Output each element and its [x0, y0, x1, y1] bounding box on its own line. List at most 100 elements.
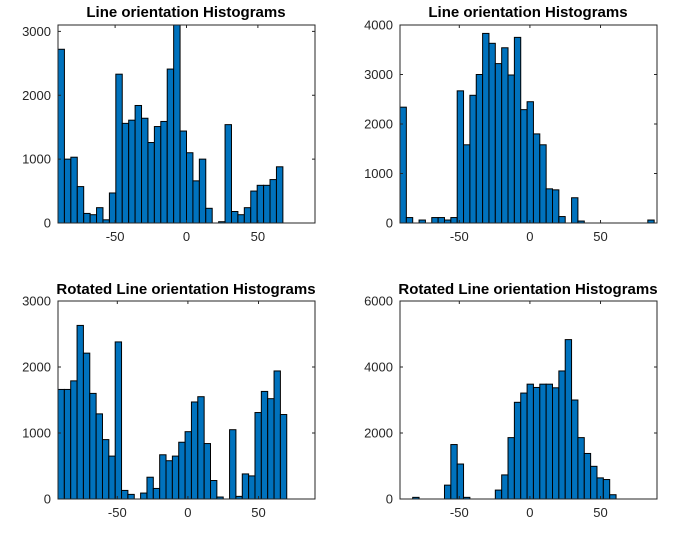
histogram-bar: [526, 383, 534, 500]
x-tick-label: 0: [184, 505, 191, 520]
histogram-bar: [609, 494, 617, 500]
plot-area-box: [57, 300, 316, 500]
histogram-bar: [197, 396, 205, 500]
histogram-bar: [190, 401, 199, 500]
histogram-bar: [115, 73, 123, 224]
y-tick-label: 1000: [22, 152, 51, 167]
histogram-bar: [192, 180, 200, 224]
plot-area-box: [399, 300, 658, 500]
histogram-bar: [583, 452, 592, 500]
histogram-bar: [431, 217, 439, 224]
histogram-bar: [596, 477, 604, 500]
histogram-bar: [89, 214, 98, 224]
histogram-bar: [263, 184, 271, 224]
histogram-bar: [469, 94, 477, 224]
y-tick-label: 2000: [22, 360, 51, 375]
histogram-panel-2: Line orientation Histograms-50 0 500100020…: [364, 4, 658, 244]
histogram-bar: [539, 383, 547, 500]
x-tick-label: 0: [183, 229, 190, 244]
histogram-bar: [95, 413, 103, 500]
histogram-bar: [82, 352, 91, 500]
histogram-bar: [267, 398, 275, 500]
y-tick-label: 3000: [22, 294, 51, 309]
y-tick-label: 4000: [364, 18, 393, 33]
histogram-bar: [260, 390, 269, 500]
histogram-bar: [76, 324, 84, 500]
histogram-bar: [450, 444, 458, 500]
histogram-panel-3: Rotated Line orientation Histograms -50 0 5…: [22, 281, 316, 520]
chart-title: Rotated Line orientation Histograms: [56, 281, 315, 298]
histogram-bar: [275, 166, 284, 224]
histogram-bar: [552, 189, 560, 224]
x-tick-label: 50: [251, 505, 265, 520]
histogram-bar: [545, 188, 554, 224]
histogram-bar: [63, 388, 72, 500]
histogram-bar: [577, 437, 585, 500]
histogram-bar: [507, 74, 515, 224]
y-tick-label: 2000: [364, 426, 393, 441]
histogram-bar: [532, 133, 541, 224]
histogram-bar: [501, 47, 509, 224]
histogram-bar: [590, 465, 598, 500]
x-tick-label: -50: [450, 505, 469, 520]
histogram-bar: [108, 192, 117, 224]
chart-title: Line orientation Histograms: [428, 4, 627, 21]
histogram-bar: [256, 184, 265, 224]
histogram-bar: [128, 119, 136, 224]
histogram-bar: [488, 42, 496, 224]
histogram-panel-1: Line orientation Histograms-50 0 500100020…: [22, 4, 316, 244]
histogram-bar: [159, 454, 167, 500]
histogram-bar: [186, 152, 194, 224]
histogram-bar: [108, 455, 116, 500]
histogram-bar: [558, 216, 566, 224]
histogram-bar: [241, 473, 250, 500]
histogram-bar: [437, 217, 445, 224]
histogram-bar: [507, 437, 515, 500]
y-tick-label: 2000: [364, 117, 393, 132]
histogram-bar: [171, 455, 180, 500]
histogram-bar: [494, 489, 503, 500]
histogram-bar: [178, 441, 186, 500]
histogram-bar: [571, 399, 579, 500]
histogram-bar: [70, 156, 78, 224]
y-tick-label: 0: [44, 216, 51, 231]
histogram-bar: [269, 179, 277, 224]
x-tick-label: 50: [251, 229, 265, 244]
histogram-bar: [165, 460, 173, 500]
y-tick-label: 2000: [22, 88, 51, 103]
histogram-bar: [166, 68, 175, 224]
histogram-bar: [173, 24, 181, 224]
x-tick-label: -50: [106, 229, 125, 244]
histogram-bar: [210, 480, 218, 500]
histogram-bar: [552, 387, 560, 500]
histogram-bar: [564, 339, 573, 500]
histogram-bar: [184, 431, 192, 500]
histogram-bar: [539, 144, 547, 224]
histogram-bar: [254, 412, 262, 500]
histogram-bar: [520, 109, 528, 224]
histogram-bar: [513, 36, 522, 224]
histogram-bar: [399, 106, 407, 224]
histogram-bar: [146, 476, 154, 500]
histogram-bar: [224, 124, 232, 224]
histogram-bar: [279, 414, 288, 500]
histogram-bar: [273, 370, 281, 500]
y-tick-label: 3000: [22, 24, 51, 39]
histogram-bar: [198, 158, 207, 224]
histogram-bar: [443, 484, 452, 500]
y-tick-label: 4000: [364, 360, 393, 375]
histogram-bar: [101, 439, 110, 500]
histogram-bar: [482, 32, 490, 224]
histogram-bar: [57, 48, 65, 224]
histogram-bar: [152, 487, 161, 500]
y-tick-label: 6000: [364, 294, 393, 309]
histogram-bar: [179, 130, 188, 224]
histogram-bar: [140, 492, 148, 500]
y-tick-label: 0: [44, 492, 51, 507]
y-tick-label: 1000: [22, 426, 51, 441]
histogram-bar: [520, 392, 528, 500]
histogram-bar: [153, 126, 162, 224]
y-tick-label: 3000: [364, 67, 393, 82]
histogram-bar: [475, 74, 484, 224]
